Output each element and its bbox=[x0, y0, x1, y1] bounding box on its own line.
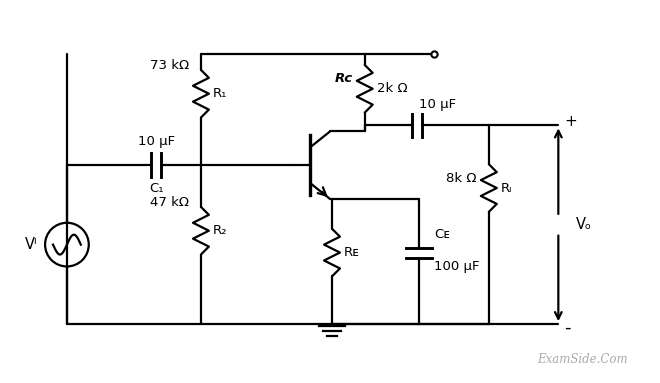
Text: 10 μF: 10 μF bbox=[138, 135, 175, 148]
Text: 8k Ω: 8k Ω bbox=[446, 172, 477, 185]
Text: 2k Ω: 2k Ω bbox=[377, 82, 407, 95]
Text: Rᴇ: Rᴇ bbox=[344, 246, 360, 259]
Text: 73 kΩ: 73 kΩ bbox=[150, 59, 189, 72]
Text: Vᴵ: Vᴵ bbox=[24, 237, 37, 252]
Text: 100 μF: 100 μF bbox=[434, 260, 480, 273]
Text: 47 kΩ: 47 kΩ bbox=[150, 196, 189, 210]
Text: Cᴇ: Cᴇ bbox=[434, 228, 450, 241]
Text: Vₒ: Vₒ bbox=[576, 217, 592, 232]
Text: R₂: R₂ bbox=[213, 224, 227, 237]
Text: C₁: C₁ bbox=[149, 182, 164, 195]
Text: 10 μF: 10 μF bbox=[419, 98, 457, 111]
Text: -: - bbox=[564, 319, 571, 337]
Text: ExamSide.Com: ExamSide.Com bbox=[537, 353, 628, 366]
Text: Rₗ: Rₗ bbox=[501, 182, 512, 195]
Text: +: + bbox=[564, 114, 577, 129]
Text: R₁: R₁ bbox=[213, 87, 227, 100]
Text: Rᴄ: Rᴄ bbox=[335, 72, 353, 85]
